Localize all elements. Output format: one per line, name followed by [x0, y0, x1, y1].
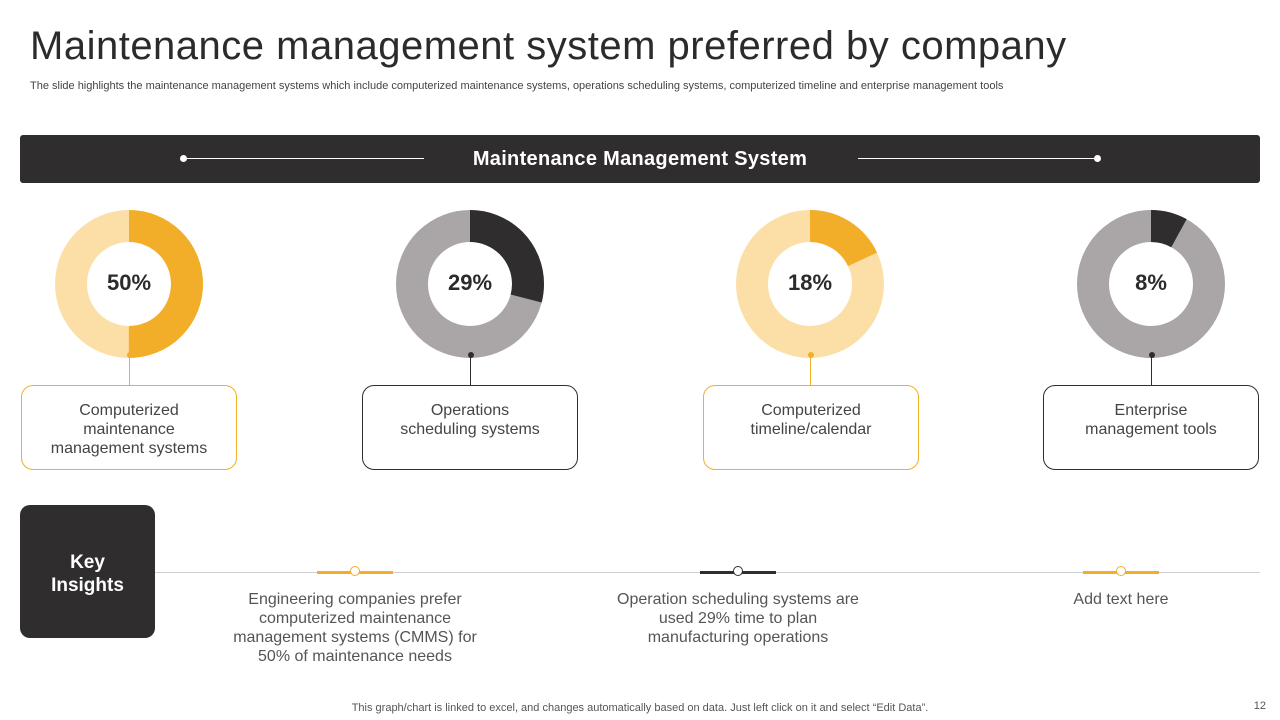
card-1-line-3: management systems	[50, 440, 208, 457]
donut-3-value-arc	[736, 210, 884, 358]
card-3-line-2: timeline/calendar	[750, 421, 872, 438]
banner-title: Maintenance Management System	[472, 148, 808, 170]
donut-3-percent-label: 18%	[787, 270, 833, 295]
insight-1-marker-circle	[350, 566, 360, 576]
donut-4-percent-label: 8%	[1135, 270, 1167, 295]
card-enterprise-management: Enterprise management tools	[1043, 385, 1259, 470]
slide-footer-note: This graph/chart is linked to excel, and…	[351, 702, 929, 714]
donut-2-connector-dot	[467, 352, 474, 358]
donut-3-connector-dot	[807, 352, 814, 358]
insight-1-line-1: Engineering companies prefer	[248, 591, 462, 608]
insight-1-text: Engineering companies prefer computerize…	[220, 590, 490, 666]
card-computerized-maintenance: Computerized maintenance management syst…	[21, 385, 237, 470]
donut-1-connector	[129, 356, 130, 386]
key-insights-label-line-2: Insights	[51, 575, 124, 596]
donut-4-connector	[1151, 356, 1152, 386]
insight-3-text: Add text here	[986, 590, 1256, 609]
donut-4-connector-dot	[1148, 352, 1155, 358]
card-4-line-1: Enterprise	[1114, 402, 1188, 419]
banner-left-dot	[180, 155, 187, 162]
key-insights-box: Key Insights	[20, 505, 155, 638]
insight-3-marker-circle	[1116, 566, 1126, 576]
slide-title: Maintenance management system preferred …	[30, 24, 1067, 68]
donut-chart-2	[396, 210, 544, 358]
key-insights-label: Key Insights	[20, 551, 155, 597]
slide-subtitle: The slide highlights the maintenance man…	[30, 80, 1004, 92]
card-2-line-1: Operations	[430, 402, 510, 419]
page-number: 12	[1253, 700, 1266, 712]
donut-4-value-arc	[1077, 210, 1225, 358]
insight-2-line-1: Operation scheduling systems are	[617, 591, 859, 608]
banner-left-line	[184, 158, 424, 159]
insight-3-line-1: Add text here	[1073, 591, 1169, 608]
donut-chart-4	[1077, 210, 1225, 358]
insight-1-line-4: 50% of maintenance needs	[258, 648, 452, 665]
insight-2-marker-circle	[733, 566, 743, 576]
card-operations-scheduling: Operations scheduling systems	[362, 385, 578, 470]
insight-1-line-3: management systems (CMMS) for	[233, 629, 477, 646]
insight-1-line-2: computerized maintenance	[258, 610, 452, 627]
card-3-line-1: Computerized	[761, 402, 861, 419]
card-1-line-2: maintenance	[83, 421, 175, 438]
donut-2-percent-label: 29%	[447, 270, 493, 295]
donut-1-value-arc	[55, 210, 203, 358]
donut-3-connector	[810, 356, 811, 386]
donut-chart-3	[736, 210, 884, 358]
insight-2-text: Operation scheduling systems are used 29…	[603, 590, 873, 647]
section-banner: Maintenance Management System	[20, 135, 1260, 183]
card-computerized-timeline: Computerized timeline/calendar	[703, 385, 919, 470]
card-4-line-2: management tools	[1085, 421, 1217, 438]
insight-2-line-2: used 29% time to plan	[658, 610, 818, 627]
donut-chart-1	[55, 210, 203, 358]
card-2-line-2: scheduling systems	[400, 421, 540, 438]
donut-1-percent-label: 50%	[106, 270, 152, 295]
card-1-line-1: Computerized	[79, 402, 179, 419]
key-insights-label-line-1: Key	[70, 552, 105, 573]
banner-right-dot	[1094, 155, 1101, 162]
insight-2-line-3: manufacturing operations	[647, 629, 829, 646]
donut-1-connector-dot	[126, 352, 133, 358]
donut-2-connector	[470, 356, 471, 386]
banner-right-line	[858, 158, 1098, 159]
donut-2-value-arc	[396, 210, 544, 358]
